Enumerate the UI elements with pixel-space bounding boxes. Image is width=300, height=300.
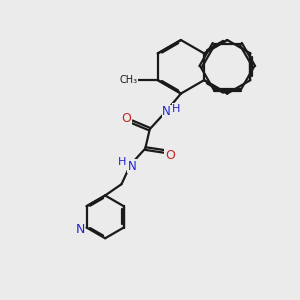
Text: H: H [118,157,126,167]
Text: H: H [172,104,181,114]
Text: N: N [162,106,171,118]
Text: CH₃: CH₃ [120,75,138,85]
Text: O: O [165,148,175,162]
Text: N: N [75,224,85,236]
Text: O: O [122,112,131,125]
Text: N: N [128,160,136,173]
